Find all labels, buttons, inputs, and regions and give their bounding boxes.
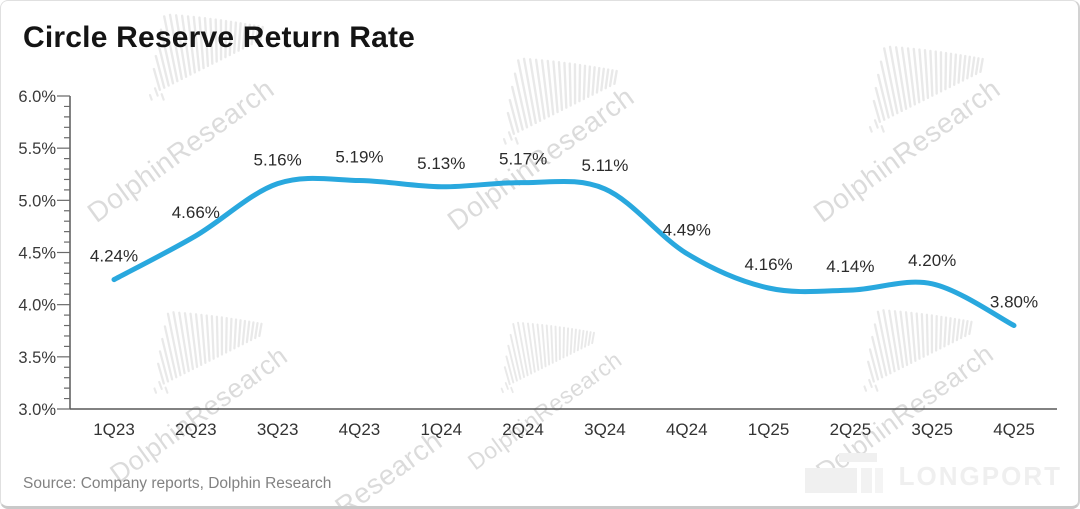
dolphin-hatch-icon <box>153 311 263 394</box>
y-tick-label: 5.5% <box>18 140 56 158</box>
x-tick-label: 1Q25 <box>748 420 790 439</box>
data-label: 5.11% <box>581 156 628 175</box>
data-label: 5.17% <box>499 150 547 169</box>
data-label: 4.24% <box>90 247 138 266</box>
dolphin-watermark-text: DolphinResearch <box>462 346 627 476</box>
dolphin-hatch-icon <box>502 57 618 145</box>
longport-mark-icon <box>804 453 883 493</box>
y-tick-label: 4.5% <box>18 245 56 263</box>
source-note: Source: Company reports, Dolphin Researc… <box>23 475 332 492</box>
data-label: 4.16% <box>744 255 792 274</box>
data-label: 5.16% <box>254 151 302 170</box>
axes: 3.0% 3.5% 4.0% 4.5% 5.0% 5.5% 6.0% 1Q23 2Q23 3Q23… <box>18 88 1057 439</box>
y-tick-label: 5.0% <box>18 192 56 210</box>
dolphin-watermark-text: DolphinResearch <box>807 72 1006 229</box>
dolphin-hatch-icon <box>868 45 984 133</box>
data-label: 4.14% <box>826 257 874 276</box>
y-tick-label: 4.0% <box>18 297 56 315</box>
data-label: 5.13% <box>417 154 465 173</box>
data-label: 3.80% <box>990 293 1038 312</box>
dolphin-hatch-icon <box>863 309 973 392</box>
y-tick-label: 3.0% <box>18 401 56 419</box>
data-label: 4.49% <box>663 221 711 240</box>
data-label: 4.66% <box>172 203 220 222</box>
y-tick-label: 3.5% <box>18 349 56 367</box>
x-tick-label: 4Q23 <box>339 420 381 439</box>
dolphin-watermark-text: DolphinResearch <box>104 340 294 489</box>
dolphin-watermark-text: DolphinResearch <box>81 72 280 229</box>
series-line <box>111 175 1017 328</box>
x-tick-label: 1Q23 <box>93 420 135 439</box>
x-tick-label: 2Q23 <box>175 420 217 439</box>
longport-logo: LONGPORT <box>804 453 1062 493</box>
x-tick-label: 4Q24 <box>666 420 708 439</box>
dolphin-watermark-text: DolphinResearch <box>441 80 640 237</box>
chart-title: Circle Reserve Return Rate <box>23 21 416 54</box>
dolphin-hatch-icon <box>500 321 595 394</box>
x-tick-label: 4Q25 <box>993 420 1035 439</box>
x-tick-label: 2Q24 <box>502 420 544 439</box>
x-tick-label: 3Q23 <box>257 420 299 439</box>
data-label: 5.19% <box>335 148 383 167</box>
x-tick-label: 2Q25 <box>830 420 872 439</box>
x-tick-label: 3Q25 <box>911 420 953 439</box>
longport-wordmark: LONGPORT <box>898 461 1062 491</box>
y-tick-label: 6.0% <box>18 88 56 106</box>
dolphin-watermark-text: DolphinResearch <box>249 424 448 509</box>
x-tick-label: 1Q24 <box>420 420 462 439</box>
x-tick-label: 3Q24 <box>584 420 626 439</box>
data-label: 4.20% <box>908 251 956 270</box>
